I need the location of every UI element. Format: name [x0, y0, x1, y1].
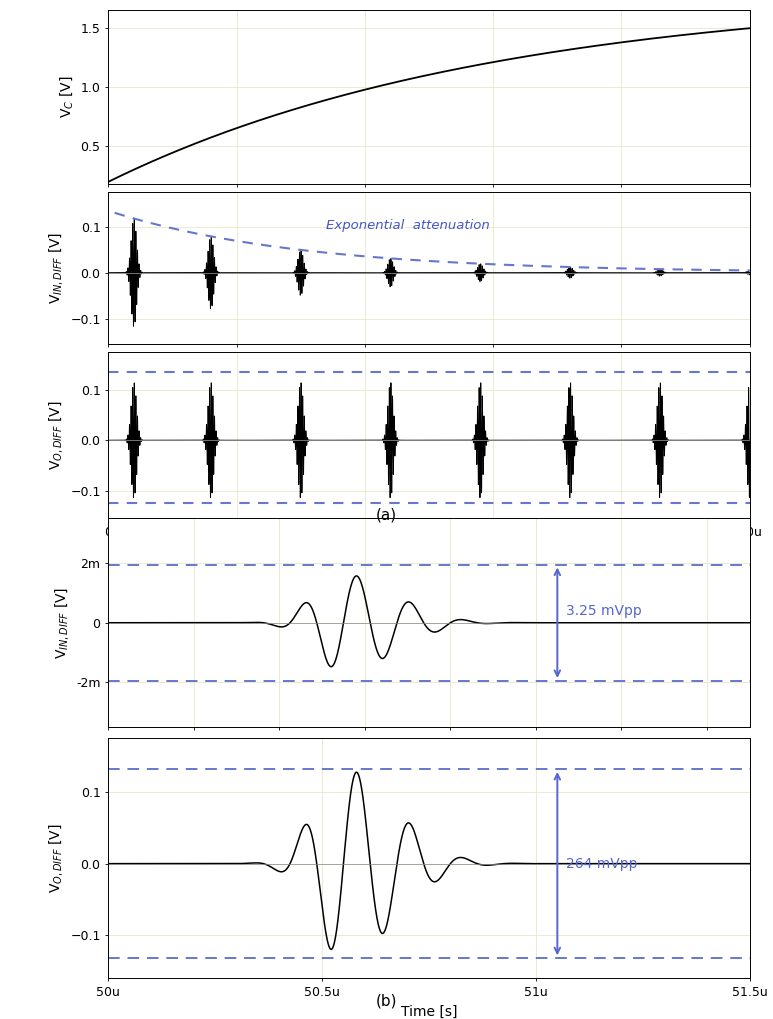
X-axis label: Time [s]: Time [s]: [400, 1005, 458, 1018]
Y-axis label: V$_{IN,DIFF}$ [V]: V$_{IN,DIFF}$ [V]: [46, 232, 65, 305]
Y-axis label: V$_{O,DIFF}$ [V]: V$_{O,DIFF}$ [V]: [46, 823, 65, 894]
Text: (b): (b): [376, 994, 397, 1008]
Text: (a): (a): [376, 507, 397, 522]
X-axis label: Time [s]: Time [s]: [400, 544, 458, 558]
Text: 3.25 mVpp: 3.25 mVpp: [566, 604, 642, 618]
Y-axis label: V$_{O,DIFF}$ [V]: V$_{O,DIFF}$ [V]: [46, 400, 65, 470]
Text: 264 mVpp: 264 mVpp: [566, 857, 638, 870]
Text: Exponential  attenuation: Exponential attenuation: [326, 219, 490, 231]
Y-axis label: V$_{IN,DIFF}$ [V]: V$_{IN,DIFF}$ [V]: [53, 587, 70, 659]
Y-axis label: V$_C$ [V]: V$_C$ [V]: [58, 76, 75, 118]
